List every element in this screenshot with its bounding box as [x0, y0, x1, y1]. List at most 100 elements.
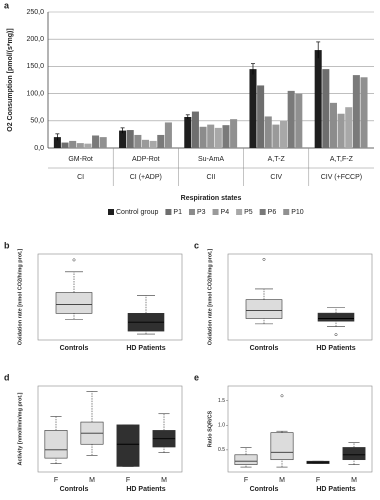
bar [164, 122, 172, 148]
plot-frame [227, 253, 373, 341]
bar [126, 130, 134, 148]
x-tick-label: HD Patients [126, 345, 165, 352]
x-sub-label: CIV [270, 174, 282, 181]
bar [199, 126, 207, 148]
bar [207, 124, 215, 148]
y-tick-label: 200,0 [26, 36, 44, 43]
bar [184, 116, 192, 148]
bar [222, 125, 230, 148]
group-label: HD Patients [126, 486, 165, 493]
y-axis-title: O2 Consumption [pmol/(s*mg)] [7, 28, 14, 131]
bar [157, 134, 165, 148]
x-tick-label: F [316, 477, 320, 484]
legend-swatch [236, 209, 243, 215]
bar [119, 130, 127, 148]
x-tick-label: M [89, 477, 95, 484]
x-tick-label: F [244, 477, 248, 484]
x-tick-label: A,T-Z [268, 156, 286, 163]
box [270, 432, 294, 461]
x-tick-label: M [351, 477, 357, 484]
legend-swatch [188, 209, 195, 215]
x-axis-title: Respiration states [181, 195, 242, 202]
bar [134, 134, 142, 148]
bar [287, 90, 295, 148]
bar [214, 127, 222, 148]
box [342, 447, 366, 461]
y-tick-label: 150,0 [26, 63, 44, 70]
outlier [262, 257, 266, 261]
box [317, 312, 355, 322]
x-tick-label: F [126, 477, 130, 484]
panel-label: c [194, 240, 199, 250]
x-tick-label: ADP-Rot [132, 156, 160, 163]
legend-label: P6 [268, 209, 277, 216]
box [116, 424, 140, 467]
outlier [280, 394, 284, 398]
bar [141, 139, 150, 148]
box [55, 292, 93, 314]
x-tick-label: M [279, 477, 285, 484]
outlier [334, 333, 338, 337]
legend-label: Control group [116, 209, 159, 216]
legend-label: P3 [197, 209, 206, 216]
bar [360, 77, 368, 148]
x-tick-label: A,T,F-Z [330, 156, 354, 163]
bar [53, 137, 61, 148]
bar [84, 143, 92, 148]
plot-frame [37, 253, 183, 341]
box [234, 454, 258, 465]
bar [230, 119, 238, 148]
x-sub-label: CIV (+FCCP) [321, 174, 362, 181]
legend-swatch [108, 209, 114, 215]
x-sub-label: CII [207, 174, 216, 181]
bar [76, 143, 84, 148]
bar [149, 140, 157, 148]
y-axis-title: Ratio SQR/CS [207, 410, 213, 447]
bar [352, 75, 360, 148]
panel-label: d [4, 372, 10, 382]
y-axis-title: Activity [nmol/min/mg prot.] [17, 392, 23, 465]
bar [249, 69, 257, 148]
y-axis-title: Oxidation rate [nmol CO2/h/mg prot.] [17, 249, 23, 346]
y-tick-label: 50,0 [30, 118, 44, 125]
x-tick-label: Controls [60, 345, 89, 352]
bar [329, 102, 337, 148]
box [44, 430, 68, 459]
x-tick-label: GM-Rot [68, 156, 93, 163]
x-tick-label: F [54, 477, 58, 484]
plot-frame [227, 385, 373, 473]
legend-label: P10 [291, 209, 304, 216]
y-tick-label: 0,0 [34, 145, 44, 152]
group-label: HD Patients [316, 486, 355, 493]
group-label: Controls [60, 486, 89, 493]
bar [191, 111, 199, 148]
x-sub-label: CI [77, 174, 84, 181]
panel-label: a [4, 0, 10, 10]
bar [264, 116, 272, 148]
bar [61, 142, 69, 148]
legend-swatch [259, 209, 266, 215]
bar [345, 107, 353, 148]
bar [272, 124, 280, 148]
y-tick-label: 100,0 [26, 90, 44, 97]
y-tick-label: 250,0 [26, 9, 44, 16]
group-label: Controls [250, 486, 279, 493]
legend-label: P5 [244, 209, 253, 216]
panel-label: b [4, 240, 10, 250]
legend-swatch [165, 209, 172, 215]
bar [295, 93, 303, 148]
bar [257, 85, 265, 148]
x-sub-label: CI (+ADP) [130, 174, 162, 181]
bar [92, 135, 100, 148]
y-tick-label: 1.5 [218, 398, 225, 404]
y-tick-label: 1.0 [218, 423, 225, 429]
x-tick-label: HD Patients [316, 345, 355, 352]
legend-label: P1 [173, 209, 182, 216]
bar [99, 137, 107, 148]
legend-swatch [283, 209, 290, 215]
y-tick-label: 0.5 [218, 447, 225, 453]
x-tick-label: Su-AmA [198, 156, 224, 163]
outlier [72, 258, 76, 262]
x-tick-label: M [161, 477, 167, 484]
